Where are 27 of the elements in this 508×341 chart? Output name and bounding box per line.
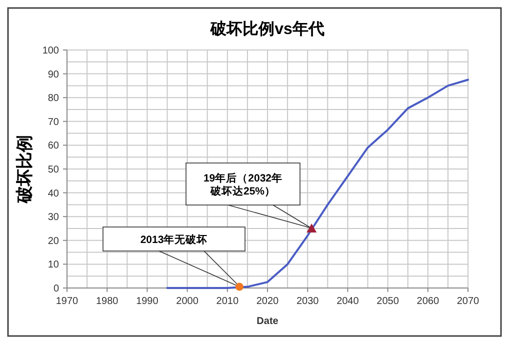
- y-tick-label: 80: [48, 93, 60, 104]
- x-tick-label: 2050: [376, 296, 400, 307]
- y-axis-title: 破坏比例: [15, 135, 34, 204]
- x-tick-label: 1970: [56, 296, 79, 307]
- y-tick-label: 0: [53, 284, 60, 294]
- y-tick-label: 20: [48, 236, 60, 247]
- x-tick-label: 1990: [136, 296, 159, 307]
- x-tick-label: 2030: [296, 296, 320, 307]
- x-tick-label: 1980: [96, 296, 119, 307]
- y-tick-label: 90: [48, 69, 60, 80]
- y-tick-label: 60: [48, 140, 60, 152]
- x-tick-label: 2010: [216, 296, 239, 307]
- y-tick-label: 100: [42, 46, 60, 56]
- x-tick-label: 2060: [416, 296, 440, 307]
- x-tick-label: 2020: [256, 296, 280, 307]
- annotation: 19年后（2032年破坏达25%）: [203, 172, 283, 198]
- y-tick-label: 40: [48, 188, 60, 200]
- y-tick-label: 50: [48, 164, 60, 176]
- y-tick-label: 30: [48, 212, 60, 224]
- y-tick-label: 70: [48, 116, 60, 128]
- y-tick-label: 10: [48, 260, 60, 271]
- x-tick-label: 2070: [456, 296, 480, 307]
- x-tick-label: 2000: [176, 296, 199, 307]
- x-axis-title: Date: [256, 316, 279, 327]
- annotation: 2013年无破坏: [140, 233, 208, 246]
- x-tick-label: 2040: [336, 296, 360, 307]
- chart-title: 破坏比例vs年代: [210, 20, 324, 38]
